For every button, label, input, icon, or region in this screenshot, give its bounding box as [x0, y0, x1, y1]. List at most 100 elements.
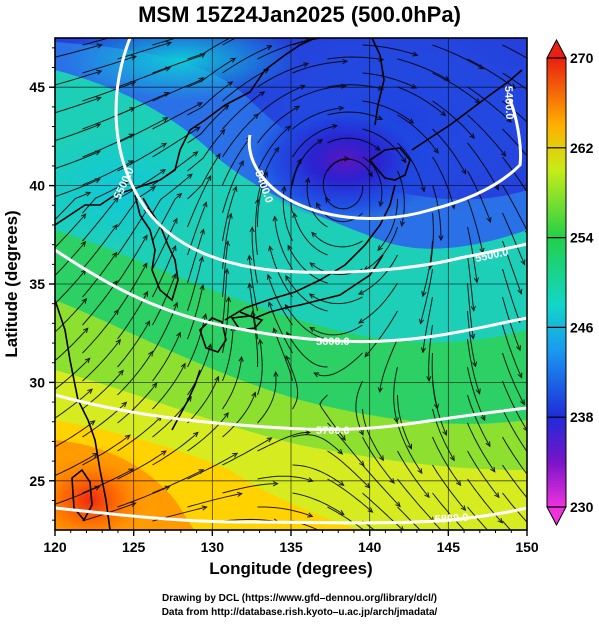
- streamline-arrow: [417, 468, 423, 475]
- streamline: [274, 216, 293, 270]
- streamline-arrow: [253, 113, 260, 119]
- streamline-arrow: [494, 492, 500, 499]
- streamline: [429, 212, 434, 269]
- streamline: [117, 117, 168, 144]
- streamline-arrow: [325, 197, 331, 204]
- streamline: [397, 394, 412, 449]
- streamline: [82, 133, 134, 158]
- streamline: [428, 324, 433, 381]
- streamline: [82, 38, 111, 46]
- streamline: [82, 107, 135, 130]
- streamline: [502, 156, 527, 193]
- streamline: [187, 153, 221, 200]
- streamline: [397, 142, 425, 192]
- streamline-arrow: [238, 355, 244, 362]
- streamline-arrow: [165, 66, 172, 72]
- credits: Drawing by DCL (https://www.gfd–dennou.o…: [0, 592, 599, 620]
- contour-label-5800: 5800.0: [434, 512, 468, 526]
- streamline: [502, 268, 521, 323]
- streamline-arrow: [164, 485, 171, 491]
- streamline-arrow: [520, 399, 525, 406]
- streamline-arrow: [192, 151, 199, 157]
- streamline: [82, 252, 118, 298]
- streamline-arrow: [166, 41, 173, 47]
- streamline: [117, 207, 149, 256]
- streamline: [397, 58, 450, 81]
- streamline: [222, 68, 269, 102]
- streamline: [292, 60, 348, 74]
- streamline-arrow: [378, 455, 385, 462]
- streamline: [55, 97, 101, 114]
- streamline-arrow: [419, 318, 425, 325]
- streamline: [251, 227, 258, 284]
- streamline-arrow: [532, 504, 537, 509]
- streamline: [314, 352, 363, 377]
- streamline: [467, 142, 499, 190]
- streamline: [502, 212, 525, 265]
- streamline: [117, 169, 166, 200]
- streamline-arrow: [130, 502, 137, 508]
- streamline: [222, 392, 256, 438]
- x-tick-label-150: 150: [515, 539, 539, 555]
- streamline: [222, 483, 278, 494]
- streamline-arrow: [199, 228, 205, 235]
- streamline: [292, 492, 345, 515]
- streamline-arrow: [395, 501, 401, 508]
- streamline-arrow: [128, 468, 135, 474]
- streamline-arrow: [94, 178, 101, 184]
- streamline: [467, 478, 503, 524]
- streamline-arrow: [206, 174, 212, 182]
- streamline-arrow: [400, 220, 406, 227]
- streamline-arrow: [113, 196, 119, 203]
- streamline: [187, 344, 212, 396]
- streamline: [467, 86, 512, 123]
- streamline: [422, 296, 433, 353]
- streamline: [502, 464, 527, 499]
- streamline-arrow: [268, 245, 274, 252]
- streamline-arrow: [292, 211, 298, 218]
- streamline-arrow: [442, 429, 448, 437]
- streamline: [432, 380, 447, 436]
- y-tick-label-45: 45: [29, 79, 45, 95]
- streamline: [255, 199, 259, 256]
- streamline: [257, 432, 310, 452]
- contour-5600: [55, 248, 527, 344]
- streamline: [82, 280, 118, 326]
- streamline-arrow: [160, 168, 167, 175]
- streamline-arrow: [343, 38, 344, 39]
- streamline-arrow: [311, 231, 317, 238]
- streamline: [187, 129, 226, 172]
- streamline-arrow: [305, 429, 311, 436]
- streamline: [502, 408, 527, 453]
- streamline-arrow: [268, 301, 273, 308]
- streamline-arrow: [475, 388, 481, 395]
- streamline-arrow: [266, 437, 273, 443]
- streamline: [502, 436, 527, 475]
- streamline: [309, 293, 363, 305]
- streamline: [222, 136, 252, 186]
- streamline-arrow: [250, 310, 256, 317]
- streamline-arrow: [259, 91, 266, 97]
- streamline: [222, 91, 265, 130]
- streamline-arrow: [307, 512, 314, 518]
- streamline-arrow: [377, 386, 383, 394]
- streamline: [152, 126, 201, 158]
- streamline: [502, 380, 527, 432]
- streamline-arrow: [309, 262, 316, 268]
- streamline-arrow: [374, 145, 381, 151]
- streamline: [311, 232, 363, 248]
- x-tick-label-125: 125: [122, 539, 146, 555]
- streamline-arrow: [420, 186, 426, 193]
- streamline: [55, 357, 91, 390]
- streamline-arrow: [161, 142, 168, 148]
- streamline: [322, 158, 349, 200]
- streamline-arrow: [470, 305, 476, 312]
- streamline-arrow: [192, 431, 199, 438]
- streamline-arrow: [232, 452, 239, 458]
- streamline: [257, 339, 263, 396]
- streamline: [363, 226, 398, 271]
- streamline: [292, 107, 344, 130]
- streamline-arrow: [281, 185, 287, 192]
- streamline-arrow: [194, 126, 201, 132]
- streamline-arrow: [304, 177, 311, 184]
